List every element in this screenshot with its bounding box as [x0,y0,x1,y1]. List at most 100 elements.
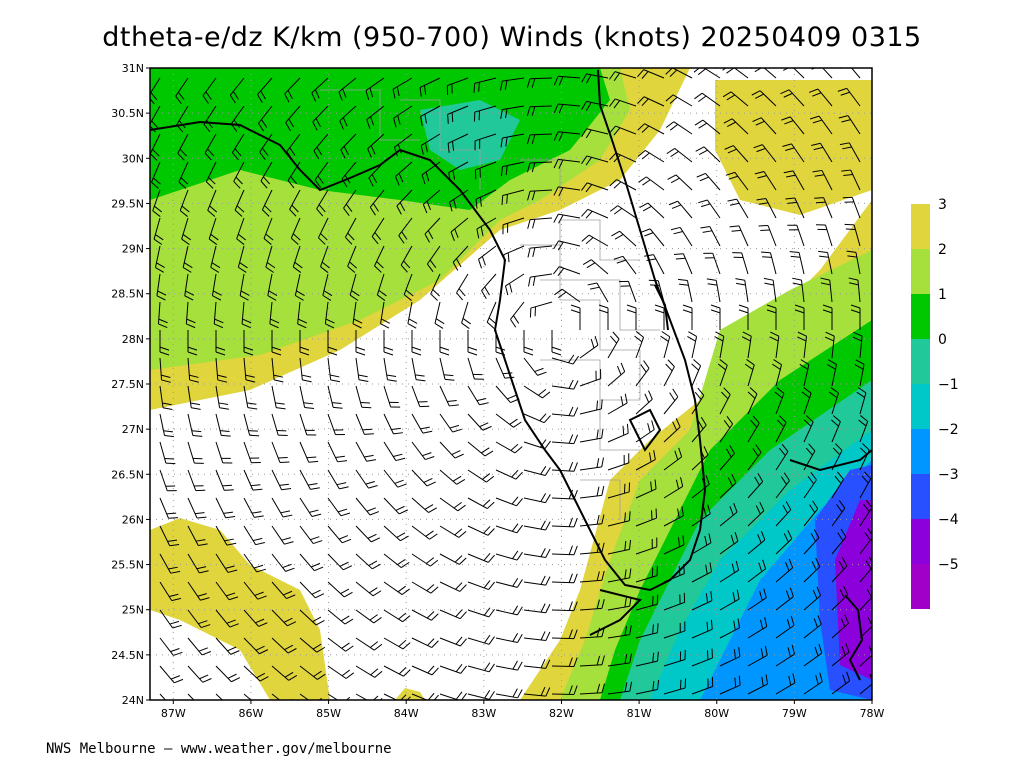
wind-barb-icon [355,330,366,356]
wind-barb-icon [691,591,713,611]
wind-barb-icon [495,441,523,454]
wind-barb-icon [299,413,317,436]
wind-barb-icon [527,189,553,201]
wind-barb-icon [367,133,385,158]
lat-tick-label: 26N [122,513,144,526]
wind-barb-icon [236,217,247,245]
wind-barb-icon [285,105,301,132]
wind-barb-icon [347,245,357,273]
wind-barb-icon [467,662,495,673]
wind-barb-icon [635,651,659,667]
wind-barb-icon [696,172,721,191]
wind-barb-icon [495,496,523,507]
wind-barb-icon [579,369,602,387]
wind-barb-icon [215,637,240,655]
wind-barb-icon [510,301,525,328]
wind-barb-icon [257,77,273,103]
wind-barb-icon [553,213,581,224]
wind-barb-icon [495,523,523,534]
wind-barb-icon [854,359,865,387]
wind-barb-icon [374,245,385,273]
wind-barb-icon [434,301,445,329]
lat-tick-label: 28N [122,333,144,346]
wind-barb-icon [551,461,578,472]
lon-tick-label: 85W [316,707,341,720]
wind-barb-icon [694,119,721,135]
wind-barb-icon [210,245,221,273]
wind-barb-icon [760,251,777,275]
wind-barb-icon [271,469,292,491]
wind-barb-icon [609,152,637,163]
wind-barb-icon [473,77,497,93]
wind-barb-icon [299,525,323,545]
wind-barb-icon [732,252,749,275]
wind-barb-icon [607,568,632,583]
wind-barb-icon [439,469,466,485]
wind-barb-icon [159,525,180,547]
wind-barb-icon [663,506,684,527]
wind-barb-icon [747,387,758,415]
wind-barb-icon [637,149,665,163]
wind-barb-icon [263,217,274,245]
lon-tick-label: 81W [627,707,652,720]
longitude-axis: 87W 86W 85W 84W 83W 82W 81W 80W 79W 78W [161,700,885,720]
wind-barb-icon [859,528,872,555]
wind-barb-icon [320,245,330,273]
wind-barb-icon [243,553,266,573]
wind-barb-icon [831,643,850,667]
wind-barb-icon [831,471,844,499]
wind-barb-icon [407,301,418,329]
wind-barb-icon [392,77,413,99]
wind-barb-icon [635,420,655,443]
wind-barb-icon [327,581,353,598]
wind-barb-icon [150,133,161,161]
wind-barb-icon [551,573,578,584]
wind-barb-icon [424,217,441,243]
wind-barb-icon [831,557,848,583]
wind-barb-icon [792,277,805,303]
wind-barb-icon [215,553,238,573]
wind-barb-icon [719,445,735,471]
wind-barb-icon [159,413,175,438]
wind-barb-icon [820,277,833,303]
wind-barb-icon [355,413,374,435]
wind-barb-icon [365,77,385,100]
lat-tick-label: 24.5N [111,649,144,662]
wind-barb-icon [286,133,301,160]
wind-barb-icon [292,245,303,273]
lon-tick-label: 84W [394,707,419,720]
wind-barb-icon [395,161,413,186]
wind-barb-icon [691,619,713,639]
wind-barb-icon [551,406,579,417]
wind-barb-icon [495,413,522,428]
wind-barb-icon [297,301,307,329]
colorbar-swatch [911,519,930,564]
county-lines [320,89,660,520]
wind-barb-icon [663,564,685,583]
wind-barb-icon [215,385,229,410]
wind-barb-icon [383,525,409,542]
wind-barb-icon [523,575,551,586]
wind-barb-icon [607,423,629,443]
wind-barb-icon [787,224,805,247]
wind-barb-icon [456,273,469,301]
wind-barb-icon [299,581,325,599]
wind-barb-icon [156,273,167,301]
wind-barb-icon [665,94,693,107]
wind-barb-icon [526,161,553,173]
wind-barb-icon [766,304,777,330]
wind-barb-icon [327,525,352,544]
wind-barb-icon [722,91,749,107]
wind-barb-icon [204,133,217,161]
wind-barb-icon [159,637,183,656]
wind-barb-icon [500,133,525,148]
wind-barb-icon [581,234,609,247]
wind-barb-icon [747,415,760,443]
wind-barb-icon [523,439,551,450]
wind-barb-icon [607,393,628,415]
wind-barb-icon [467,553,495,563]
wind-barb-icon [215,665,241,683]
wind-barb-icon [207,189,218,217]
wind-barb-icon [327,385,343,409]
wind-barb-icon [420,105,441,126]
